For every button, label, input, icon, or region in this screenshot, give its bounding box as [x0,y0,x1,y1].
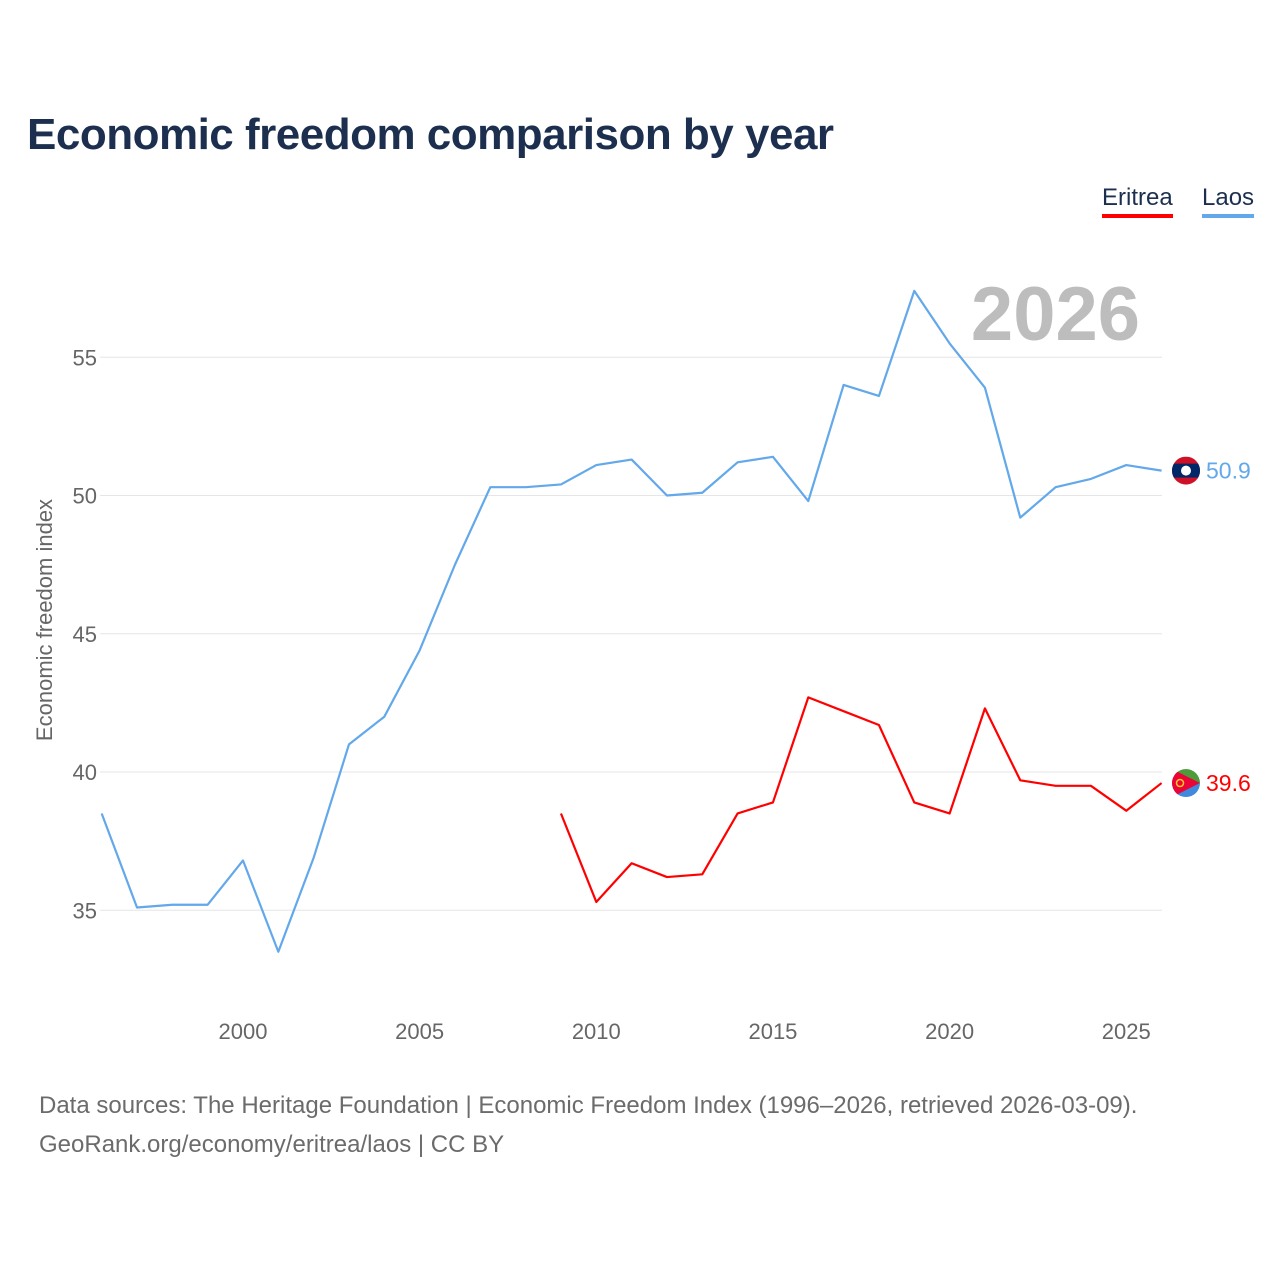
legend-label-eritrea: Eritrea [1102,184,1173,211]
flag-wreath [1175,778,1185,788]
flag-icon-laos [1172,456,1200,485]
y-tick-label: 55 [73,345,97,370]
legend-item-laos[interactable]: Laos [1202,184,1255,218]
legend-item-eritrea[interactable]: Eritrea [1102,184,1173,218]
x-tick-label: 2025 [1102,1019,1151,1044]
end-value-label-eritrea: 39.6 [1206,770,1251,796]
chart-title: Economic freedom comparison by year [27,110,834,159]
series-line-eritrea [559,696,1163,904]
end-value-label-laos: 50.9 [1206,458,1251,484]
y-tick-label: 35 [73,898,97,923]
x-tick-label: 2005 [395,1019,444,1044]
flag-icon-eritrea [1172,769,1200,798]
year-watermark: 2026 [971,272,1140,357]
series-line-laos [100,289,1162,953]
legend-label-laos: Laos [1202,184,1255,211]
y-axis-label: Economic freedom index [32,499,57,741]
y-tick-label: 45 [73,622,97,647]
footer-sources: Data sources: The Heritage Foundation | … [39,1092,1138,1119]
y-tick-label: 40 [73,760,97,785]
x-tick-label: 2000 [219,1019,268,1044]
footer: Data sources: The Heritage Foundation | … [39,1086,1137,1164]
flag-disc [1181,465,1191,476]
footer-link[interactable]: GeoRank.org/economy/eritrea/laos | CC BY [39,1131,505,1158]
y-tick-label: 50 [73,484,97,509]
x-tick-label: 2010 [572,1019,621,1044]
x-tick-label: 2020 [925,1019,974,1044]
x-tick-label: 2015 [748,1019,797,1044]
flag-red [1172,769,1200,798]
